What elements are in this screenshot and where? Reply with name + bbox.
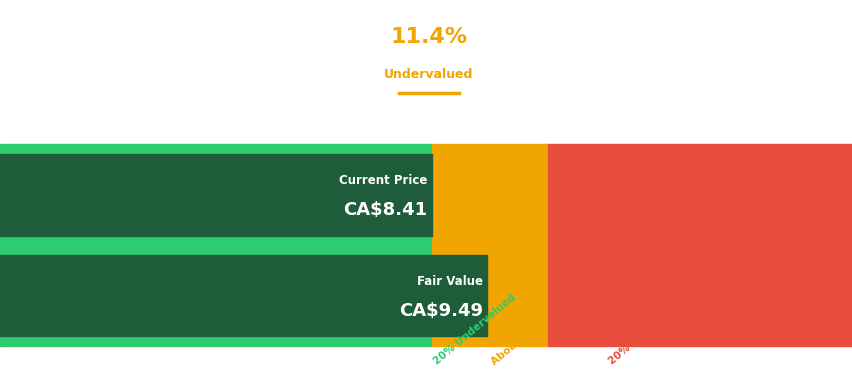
Bar — [0, 154, 431, 236]
Text: Fair Value: Fair Value — [417, 274, 482, 288]
Bar — [431, 144, 548, 245]
Text: 20% Undervalued: 20% Undervalued — [431, 293, 517, 367]
Bar — [0, 245, 431, 346]
Bar — [548, 245, 852, 346]
Text: Undervalued: Undervalued — [384, 68, 473, 81]
Text: CA$9.49: CA$9.49 — [399, 302, 482, 320]
Text: 11.4%: 11.4% — [390, 27, 467, 47]
Bar — [548, 144, 852, 245]
Bar — [0, 144, 431, 245]
Text: About Right: About Right — [489, 314, 550, 367]
Bar — [431, 245, 548, 346]
Text: 20% Overvalued: 20% Overvalued — [607, 298, 687, 367]
Text: CA$8.41: CA$8.41 — [343, 201, 427, 219]
Text: Current Price: Current Price — [338, 174, 427, 187]
Bar — [0, 255, 486, 336]
